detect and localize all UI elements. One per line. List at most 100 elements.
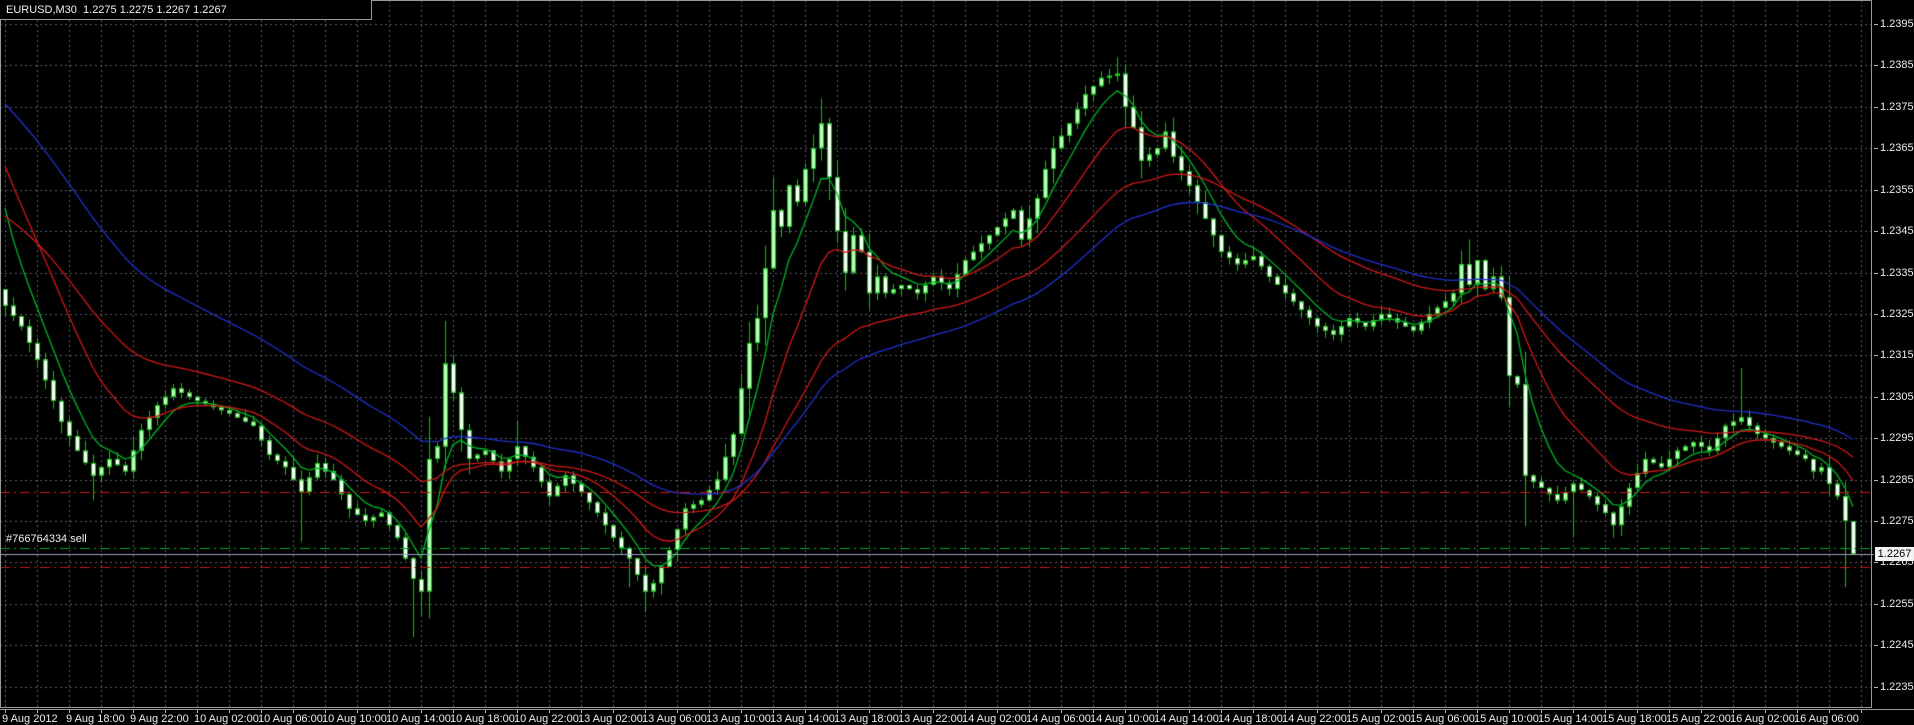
x-axis-tick xyxy=(773,710,774,713)
x-axis-tick xyxy=(1637,710,1638,713)
x-axis-tick xyxy=(229,710,230,713)
x-axis-tick xyxy=(837,710,838,713)
x-axis-label: 15 Aug 14:00 xyxy=(1538,713,1603,725)
y-axis-label: 1.2375 xyxy=(1880,101,1914,113)
x-axis-label: 9 Aug 22:00 xyxy=(130,713,189,725)
y-axis-tick xyxy=(1874,355,1878,356)
x-axis-tick xyxy=(1701,710,1702,713)
chart-plot-area[interactable] xyxy=(0,0,1874,709)
y-axis-tick xyxy=(1874,645,1878,646)
x-axis-label: 14 Aug 22:00 xyxy=(1282,713,1347,725)
y-axis-tick xyxy=(1874,190,1878,191)
x-axis-tick xyxy=(389,710,390,713)
x-axis-tick xyxy=(709,710,710,713)
x-axis-label: 14 Aug 18:00 xyxy=(1218,713,1283,725)
x-axis-tick xyxy=(997,710,998,713)
x-axis-tick xyxy=(37,710,38,713)
x-axis-tick xyxy=(581,710,582,713)
x-axis-label: 15 Aug 06:00 xyxy=(1410,713,1475,725)
x-axis-tick xyxy=(869,710,870,713)
y-axis-tick xyxy=(1874,480,1878,481)
ohlc-info-text: EURUSD,M30 1.2275 1.2275 1.2267 1.2267 xyxy=(6,4,227,16)
y-axis-tick xyxy=(1874,397,1878,398)
x-axis-tick xyxy=(933,710,934,713)
x-axis-tick xyxy=(1285,710,1286,713)
x-axis-tick xyxy=(1445,710,1446,713)
x-axis-tick xyxy=(1253,710,1254,713)
x-axis-label: 13 Aug 22:00 xyxy=(898,713,963,725)
x-axis-tick xyxy=(1029,710,1030,713)
x-axis-label: 16 Aug 06:00 xyxy=(1794,713,1859,725)
x-axis-tick xyxy=(1733,710,1734,713)
y-axis-label: 1.2345 xyxy=(1880,225,1914,237)
x-axis-tick xyxy=(1189,710,1190,713)
y-axis-tick xyxy=(1874,107,1878,108)
x-axis-tick xyxy=(1765,710,1766,713)
x-axis-label: 14 Aug 14:00 xyxy=(1154,713,1219,725)
y-axis-tick xyxy=(1874,562,1878,563)
x-axis-label: 10 Aug 06:00 xyxy=(258,713,323,725)
x-axis-tick xyxy=(421,710,422,713)
x-axis-label: 15 Aug 10:00 xyxy=(1474,713,1539,725)
x-axis-label: 10 Aug 22:00 xyxy=(514,713,579,725)
y-axis-tick xyxy=(1874,65,1878,66)
x-axis-label: 9 Aug 18:00 xyxy=(66,713,125,725)
x-axis-tick xyxy=(645,710,646,713)
x-axis-tick xyxy=(1093,710,1094,713)
y-axis-tick xyxy=(1874,687,1878,688)
x-axis-tick xyxy=(613,710,614,713)
y-axis-label: 1.2255 xyxy=(1880,598,1914,610)
time-axis[interactable]: 9 Aug 2012 9 Aug 18:00 9 Aug 22:00 10 Aug 0… xyxy=(0,709,1914,725)
y-axis-tick xyxy=(1874,24,1878,25)
y-axis-tick xyxy=(1874,273,1878,274)
x-axis-label: 15 Aug 02:00 xyxy=(1346,713,1411,725)
x-axis-tick xyxy=(1125,710,1126,713)
x-axis-tick xyxy=(1797,710,1798,713)
x-axis-tick xyxy=(1669,710,1670,713)
y-axis-label: 1.2325 xyxy=(1880,308,1914,320)
y-axis-label: 1.2245 xyxy=(1880,639,1914,651)
x-axis-tick xyxy=(1541,710,1542,713)
x-axis-label: 14 Aug 10:00 xyxy=(1090,713,1155,725)
x-axis-tick xyxy=(741,710,742,713)
price-axis[interactable]: 1.2267 1.2395 1.2385 1.2375 1.2365 1.2355 1.2… xyxy=(1874,0,1914,709)
y-axis-label: 1.2365 xyxy=(1880,142,1914,154)
x-axis-tick xyxy=(1157,710,1158,713)
x-axis-tick xyxy=(805,710,806,713)
x-axis-tick xyxy=(901,710,902,713)
y-axis-label: 1.2315 xyxy=(1880,349,1914,361)
x-axis-label: 13 Aug 02:00 xyxy=(578,713,643,725)
x-axis-label: 15 Aug 22:00 xyxy=(1666,713,1731,725)
y-axis-label: 1.2275 xyxy=(1880,515,1914,527)
current-price-badge: 1.2267 xyxy=(1875,547,1914,561)
x-axis-tick xyxy=(1573,710,1574,713)
x-axis-label: 14 Aug 06:00 xyxy=(1026,713,1091,725)
x-axis-label: 9 Aug 2012 xyxy=(2,713,58,725)
y-axis-label: 1.2395 xyxy=(1880,18,1914,30)
x-axis-tick xyxy=(965,710,966,713)
y-axis-tick xyxy=(1874,521,1878,522)
y-axis-tick xyxy=(1874,148,1878,149)
x-axis-tick xyxy=(677,710,678,713)
x-axis-tick xyxy=(1317,710,1318,713)
x-axis-tick xyxy=(1413,710,1414,713)
x-axis-label: 16 Aug 02:00 xyxy=(1730,713,1795,725)
ohlc-info-box: EURUSD,M30 1.2275 1.2275 1.2267 1.2267 xyxy=(0,0,372,20)
x-axis-tick xyxy=(517,710,518,713)
y-axis-label: 1.2295 xyxy=(1880,432,1914,444)
open-order-label: #766764334 sell xyxy=(6,533,87,545)
x-axis-tick xyxy=(101,710,102,713)
x-axis-label: 10 Aug 14:00 xyxy=(386,713,451,725)
x-axis-label: 14 Aug 02:00 xyxy=(962,713,1027,725)
y-axis-label: 1.2335 xyxy=(1880,267,1914,279)
x-axis-label: 13 Aug 06:00 xyxy=(642,713,707,725)
x-axis-tick xyxy=(261,710,262,713)
y-axis-label: 1.2355 xyxy=(1880,184,1914,196)
y-axis-label: 1.2285 xyxy=(1880,474,1914,486)
x-axis-tick xyxy=(1829,710,1830,713)
x-axis-label: 15 Aug 18:00 xyxy=(1602,713,1667,725)
x-axis-label: 10 Aug 18:00 xyxy=(450,713,515,725)
x-axis-label: 13 Aug 10:00 xyxy=(706,713,771,725)
x-axis-tick xyxy=(453,710,454,713)
